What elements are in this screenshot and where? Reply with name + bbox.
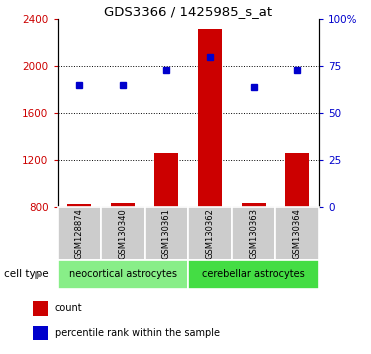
Bar [285, 153, 309, 207]
Text: cerebellar astrocytes: cerebellar astrocytes [202, 269, 305, 279]
Bar [276, 207, 319, 260]
Text: GSM130364: GSM130364 [293, 208, 302, 259]
Bar [33, 326, 48, 341]
Text: cell type: cell type [4, 269, 48, 279]
Text: count: count [55, 303, 82, 313]
Bar [188, 260, 319, 289]
Text: neocortical astrocytes: neocortical astrocytes [69, 269, 177, 279]
Bar [111, 203, 135, 207]
Text: GSM130340: GSM130340 [118, 208, 127, 259]
Bar [242, 203, 266, 207]
Text: GSM130363: GSM130363 [249, 208, 258, 259]
Bar [154, 153, 178, 207]
Bar [67, 204, 91, 207]
Bar [58, 260, 188, 289]
Text: percentile rank within the sample: percentile rank within the sample [55, 328, 220, 338]
Bar [145, 207, 188, 260]
Bar [33, 301, 48, 316]
Title: GDS3366 / 1425985_s_at: GDS3366 / 1425985_s_at [104, 5, 272, 18]
Bar [198, 29, 222, 207]
Text: GSM130362: GSM130362 [206, 208, 214, 259]
Text: GSM128874: GSM128874 [75, 208, 84, 259]
Text: GSM130361: GSM130361 [162, 208, 171, 259]
Bar [232, 207, 275, 260]
Bar [188, 207, 232, 260]
Bar [101, 207, 145, 260]
Text: ▶: ▶ [35, 269, 42, 279]
Bar [58, 207, 101, 260]
